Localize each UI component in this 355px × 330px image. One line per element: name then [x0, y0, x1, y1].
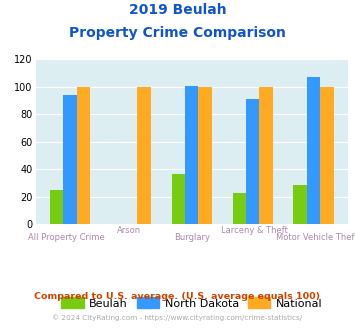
- Text: Larceny & Theft: Larceny & Theft: [221, 226, 288, 235]
- Text: Burglary: Burglary: [174, 233, 210, 242]
- Text: Compared to U.S. average. (U.S. average equals 100): Compared to U.S. average. (U.S. average …: [34, 292, 321, 301]
- Text: Property Crime Comparison: Property Crime Comparison: [69, 26, 286, 40]
- Bar: [233, 193, 246, 224]
- Text: Motor Vehicle Theft: Motor Vehicle Theft: [276, 233, 355, 242]
- Bar: [260, 87, 273, 224]
- Bar: [307, 77, 320, 224]
- Bar: [294, 184, 307, 224]
- Bar: [320, 87, 334, 224]
- Text: 2019 Beulah: 2019 Beulah: [129, 3, 226, 17]
- Text: All Property Crime: All Property Crime: [28, 233, 105, 242]
- Bar: [50, 190, 63, 224]
- Legend: Beulah, North Dakota, National: Beulah, North Dakota, National: [57, 293, 327, 313]
- Bar: [198, 87, 212, 224]
- Bar: [77, 87, 90, 224]
- Bar: [171, 174, 185, 224]
- Bar: [63, 95, 77, 224]
- Text: © 2024 CityRating.com - https://www.cityrating.com/crime-statistics/: © 2024 CityRating.com - https://www.city…: [53, 314, 302, 321]
- Bar: [185, 85, 198, 224]
- Bar: [246, 99, 260, 224]
- Bar: [137, 87, 151, 224]
- Text: Arson: Arson: [117, 226, 141, 235]
